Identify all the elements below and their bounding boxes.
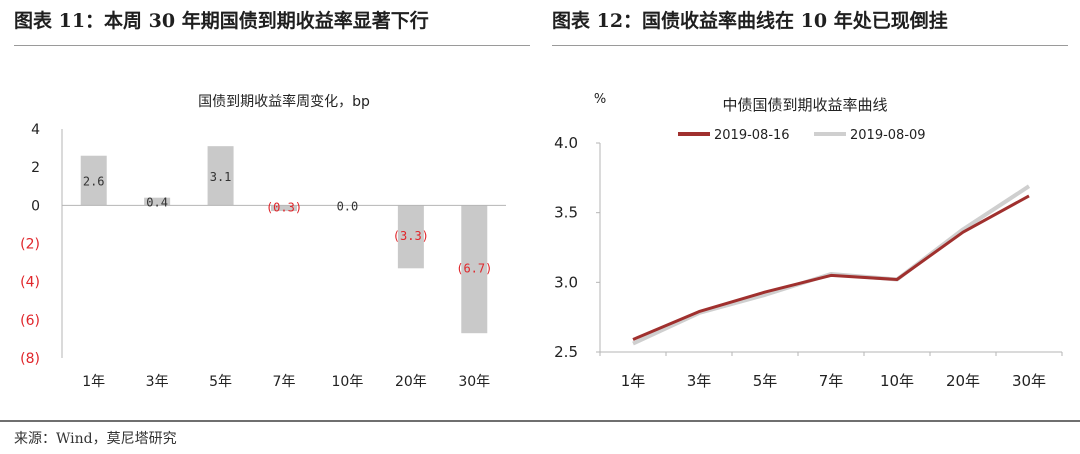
right-figure-title: 图表 12：国债收益率曲线在 10 年处已现倒挂 bbox=[552, 10, 948, 32]
data-label: 2.6 bbox=[83, 175, 105, 189]
bar bbox=[271, 205, 297, 212]
y-tick-label: (2) bbox=[20, 237, 40, 253]
x-tick-label: 5年 bbox=[753, 372, 778, 390]
bar bbox=[144, 197, 171, 206]
y-tick-label: 4 bbox=[31, 122, 40, 138]
x-tick-label: 3年 bbox=[146, 374, 169, 390]
chart-title: 国债到期收益率周变化，bp bbox=[198, 93, 370, 110]
y-tick-label: 4.0 bbox=[554, 134, 578, 152]
data-label: 0.0 bbox=[337, 199, 359, 213]
bar-chart: 国债到期收益率周变化，bp 4 2 0 (2) (4) (6) (8) 2.6 0.4 3.1 (0.… bbox=[20, 93, 506, 390]
y-tick-label: 2 bbox=[31, 160, 40, 176]
y-tick-label: 3.5 bbox=[554, 204, 578, 222]
x-tick-label: 7年 bbox=[273, 374, 296, 390]
data-label: (3.3) bbox=[393, 229, 429, 243]
y-tick-label: 0 bbox=[31, 198, 40, 214]
series-line bbox=[632, 194, 1030, 341]
data-label: (6.7) bbox=[456, 261, 492, 275]
legend-label: 2019-08-09 bbox=[850, 128, 926, 143]
x-tick-label: 10年 bbox=[332, 374, 364, 390]
y-tick-label: (4) bbox=[20, 275, 40, 291]
data-label: 0.4 bbox=[146, 196, 168, 210]
left-figure-title: 图表 11：本周 30 年期国债到期收益率显著下行 bbox=[14, 10, 429, 32]
y-unit-label: % bbox=[594, 92, 606, 107]
line-chart: % 中债国债到期收益率曲线 2019-08-16 2019-08-09 4.0 3.5 3.… bbox=[554, 92, 1063, 390]
x-tick-label: 20年 bbox=[946, 372, 980, 390]
data-label: (0.3) bbox=[266, 200, 302, 214]
right-title-rule bbox=[552, 45, 1068, 46]
series-line bbox=[632, 184, 1031, 346]
x-tick-label: 5年 bbox=[209, 374, 232, 390]
x-tick-label: 1年 bbox=[82, 374, 105, 390]
chart-title: 中债国债到期收益率曲线 bbox=[722, 96, 887, 114]
y-tick-label: 3.0 bbox=[554, 273, 578, 291]
x-tick-label: 20年 bbox=[395, 374, 427, 390]
y-tick-label: (6) bbox=[20, 313, 40, 329]
bar bbox=[207, 146, 234, 206]
x-tick-label: 30年 bbox=[458, 374, 490, 390]
x-tick-label: 7年 bbox=[819, 372, 844, 390]
data-label: 3.1 bbox=[210, 170, 232, 184]
x-tick-label: 3年 bbox=[687, 372, 712, 390]
x-tick-label: 10年 bbox=[880, 372, 914, 390]
x-tick-label: 30年 bbox=[1012, 372, 1046, 390]
source-note: 来源：Wind，莫尼塔研究 bbox=[14, 431, 177, 447]
left-title-rule bbox=[14, 45, 530, 46]
bar bbox=[80, 155, 107, 206]
bar bbox=[397, 205, 424, 269]
bar bbox=[461, 205, 488, 334]
legend-label: 2019-08-16 bbox=[714, 128, 790, 143]
x-tick-label: 1年 bbox=[621, 372, 646, 390]
bottom-rule bbox=[0, 420, 1080, 422]
y-tick-label: 2.5 bbox=[554, 343, 578, 361]
y-tick-label: (8) bbox=[20, 351, 40, 367]
